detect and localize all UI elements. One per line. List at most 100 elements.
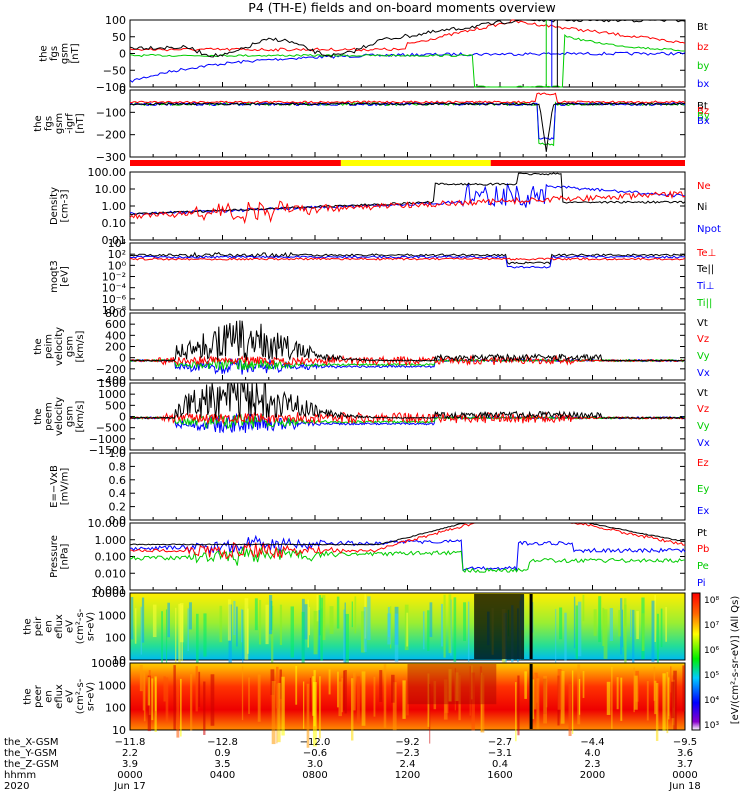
panel-peir-ylabel: the peir en eflux eV (cm²-s-sr-eV) (23, 608, 97, 644)
tick-label: 0.100 (95, 551, 127, 564)
legend-vy: Vy (697, 351, 710, 362)
spectrogram-streak (379, 670, 383, 702)
x-column-value: −3.1 (488, 748, 512, 759)
legend-vt: Vt (697, 318, 708, 329)
panel-fgs-legend: Bt bz by bx (697, 22, 709, 90)
spectrogram-streak (175, 607, 177, 672)
panel-peem-legend: Vt Vz Vy Vx (697, 388, 710, 449)
mode-segment (490, 160, 685, 166)
ylabel-line: peer (33, 684, 44, 708)
spectrogram-streak (187, 608, 189, 652)
spectrogram-streak (344, 602, 346, 667)
spectrogram-streak (258, 600, 262, 645)
tick-label: 10² (108, 248, 126, 261)
x-column-value: Jun 17 (113, 781, 146, 792)
tick-label: 0.8 (109, 460, 127, 473)
spectrogram-streak (320, 597, 323, 661)
trace-bz (129, 19, 686, 52)
spectrogram-streak (313, 610, 318, 655)
tick-label: 10⁻⁴ (102, 282, 127, 295)
spectrogram-streak (188, 602, 192, 630)
ylabel-line: [mV/m] (59, 468, 70, 506)
colorbar-gradient (691, 592, 701, 731)
spectrogram-streak (306, 683, 310, 748)
ylabel-line: [eV] (59, 266, 70, 287)
x-column-value: 0000 (672, 770, 697, 781)
spectrogram-streak (611, 666, 613, 729)
ylabel-line: en (44, 690, 55, 703)
tick-label: 10000 (91, 657, 126, 670)
tick-label: 10⁻⁸ (102, 304, 127, 317)
spectrogram-streak (354, 596, 357, 634)
spectrogram-streak (621, 609, 623, 648)
spectrogram-streak (351, 601, 353, 628)
x-column-value: 2.4 (400, 759, 416, 770)
spectrogram-streak (321, 595, 326, 640)
spectrogram-streak (195, 666, 198, 712)
trace-vt (129, 382, 686, 420)
legend-by: By (697, 111, 710, 122)
spectrogram-streak (402, 680, 406, 719)
ylabel-line: peim (44, 334, 55, 359)
spectrogram-streak (178, 603, 181, 664)
spectrogram-streak (665, 607, 668, 642)
tick-label: −400 (96, 374, 126, 387)
x-column-value: 3.6 (677, 748, 693, 759)
spectrogram-dark (407, 664, 497, 705)
spectrogram-streak (290, 606, 294, 658)
x-column-value: 2000 (580, 770, 605, 781)
spectrogram-streak (454, 672, 459, 702)
ylabel-line: peem (44, 402, 55, 430)
colorbar-tick: 10³ (704, 721, 719, 731)
ylabel-line: the (23, 688, 34, 704)
ylabel-line: the (38, 45, 49, 61)
x-column-value: 0.4 (492, 759, 508, 770)
x-column-value: −2.3 (395, 748, 419, 759)
x-column-value: 3.5 (215, 759, 231, 770)
tick-label: 10⁴ (108, 237, 127, 250)
panel-fgs_dc-ticks: 0−100−200−300 (96, 84, 686, 164)
spectrogram-streak (515, 682, 517, 742)
spectrogram-streak (632, 609, 635, 672)
tick-label: 0.001 (95, 584, 127, 597)
spectrogram-streak (383, 664, 387, 728)
spectrogram-streak (443, 679, 448, 720)
spectrogram-streak (167, 602, 170, 638)
tick-label: 0 (119, 352, 126, 365)
tick-label: 0.4 (109, 487, 127, 500)
panel-peim-legend: Vt Vz Vy Vx (697, 318, 710, 379)
tick-label: 0.6 (109, 474, 127, 487)
spectrogram-streak (448, 669, 452, 702)
panel-density-traces (129, 172, 686, 225)
spectrogram-streak (453, 597, 457, 662)
tick-label: 0.01 (102, 234, 127, 247)
spectrogram-streak (279, 604, 283, 646)
panel-temp-legend: Te⊥ Te|| Ti⊥ Ti|| (696, 248, 716, 309)
tick-label: 0 (119, 411, 126, 424)
spectrogram-streak (163, 676, 166, 702)
legend-ti||: Ti|| (696, 298, 712, 309)
spectrogram-streak (344, 670, 347, 714)
panel-density: Density [cm-3] 100.00 10.00 1.00 0.10 0.01 Ne Ni… (49, 166, 721, 247)
spectrogram-line (529, 594, 533, 659)
ylabel-line: fgs (44, 116, 55, 131)
spectrogram-streak (534, 672, 538, 703)
spectrogram-streak (210, 674, 215, 726)
tick-label: 0.10 (102, 217, 127, 230)
spectrogram-streak (313, 670, 316, 727)
spectrogram-streak (303, 681, 305, 729)
x-column-value: 0000 (117, 770, 142, 781)
ylabel-line: gsm (54, 113, 65, 134)
spectrogram-streak (673, 670, 677, 730)
spectrogram-streak (564, 612, 567, 661)
spectrogram-streak (309, 677, 311, 712)
x-column-value: 4.0 (585, 748, 601, 759)
legend-bz: Bz (697, 106, 709, 117)
ylabel-line: the (33, 115, 44, 131)
spectrogram-gap (474, 594, 525, 659)
panel-pressure-traces (129, 522, 686, 574)
spectrogram-streak (271, 680, 276, 745)
spectrogram-streak (433, 680, 437, 710)
